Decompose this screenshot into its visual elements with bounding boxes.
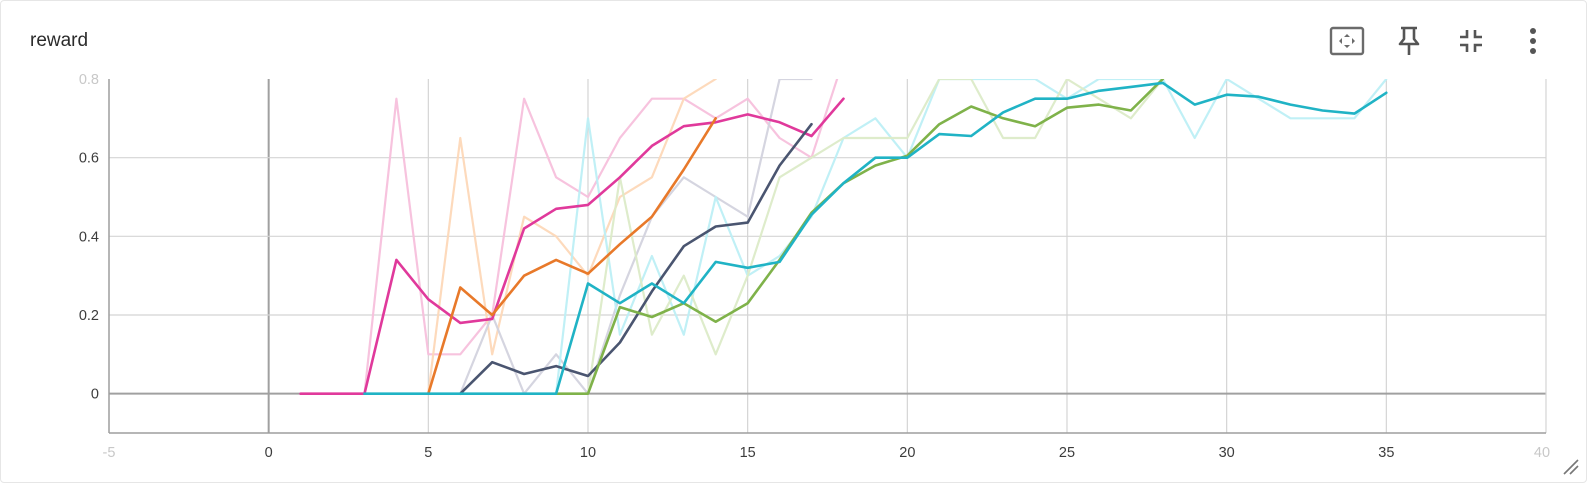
series-line-0[interactable] (299, 59, 844, 395)
x-tick-label: 30 (1219, 445, 1235, 461)
y-tick-label: 0.6 (79, 151, 99, 167)
x-tick-label: 35 (1378, 445, 1394, 461)
fit-domain-button[interactable] (1316, 23, 1378, 59)
card-toolbar (1316, 23, 1564, 59)
x-tick-label-edge: 40 (1534, 445, 1550, 461)
series-line-4[interactable] (554, 79, 1164, 395)
x-tick-label: 15 (740, 445, 756, 461)
resize-handle-icon[interactable] (1560, 456, 1580, 476)
fit-to-data-icon (1329, 26, 1365, 56)
x-tick-label: 0 (265, 445, 273, 461)
y-tick-label: 0.2 (79, 308, 99, 324)
more-options-button[interactable] (1502, 23, 1564, 59)
x-tick-label: 20 (899, 445, 915, 461)
y-tick-label-edge: 0.8 (79, 72, 99, 88)
series-line-6[interactable] (426, 117, 718, 396)
x-tick-label: 25 (1059, 445, 1075, 461)
collapse-icon (1460, 30, 1482, 52)
pin-button[interactable] (1378, 23, 1440, 59)
y-tick-label: 0.4 (79, 229, 99, 245)
pin-icon (1398, 26, 1420, 55)
x-tick-label: 5 (424, 445, 432, 461)
series-line-5[interactable] (299, 97, 845, 396)
y-tick-label: 0 (91, 387, 99, 403)
x-tick-label-edge: -5 (103, 445, 116, 461)
x-tick-label: 10 (580, 445, 596, 461)
series-line-7[interactable] (458, 122, 813, 396)
series-group (299, 59, 1388, 396)
more-vert-icon (1530, 28, 1536, 54)
collapse-button[interactable] (1440, 23, 1502, 59)
series-line-8[interactable] (554, 79, 1165, 396)
card-title: reward (30, 30, 89, 51)
series-line-9[interactable] (363, 81, 1388, 396)
